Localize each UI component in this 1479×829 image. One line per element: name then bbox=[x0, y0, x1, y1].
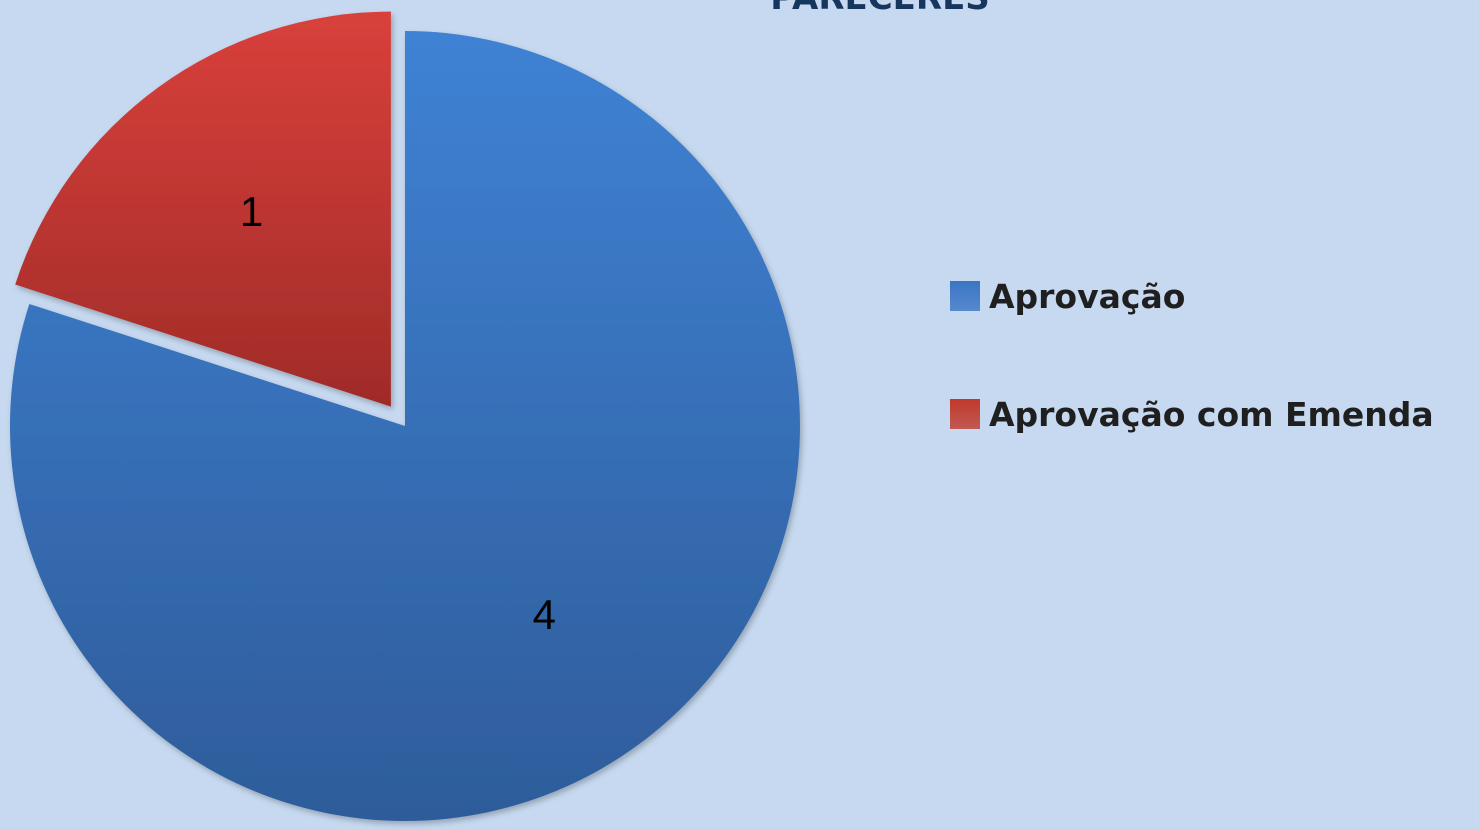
legend-swatch bbox=[950, 399, 980, 429]
pie-chart: 41 bbox=[9, 11, 800, 821]
data-label-2: 1 bbox=[240, 188, 263, 235]
legend-item-2: Aprovação com Emenda bbox=[950, 386, 1470, 442]
pie-slice-2 bbox=[15, 11, 391, 407]
legend-item-1: Aprovação bbox=[950, 268, 1470, 324]
legend-label: Aprovação bbox=[989, 276, 1186, 316]
data-label-1: 4 bbox=[533, 591, 556, 638]
legend-label: Aprovação com Emenda bbox=[989, 394, 1434, 434]
chart-title: PARECERES bbox=[600, 0, 1160, 18]
pie-slice-1 bbox=[9, 31, 800, 821]
chart-legend: Aprovação Aprovação com Emenda bbox=[950, 268, 1470, 442]
legend-swatch bbox=[950, 281, 980, 311]
